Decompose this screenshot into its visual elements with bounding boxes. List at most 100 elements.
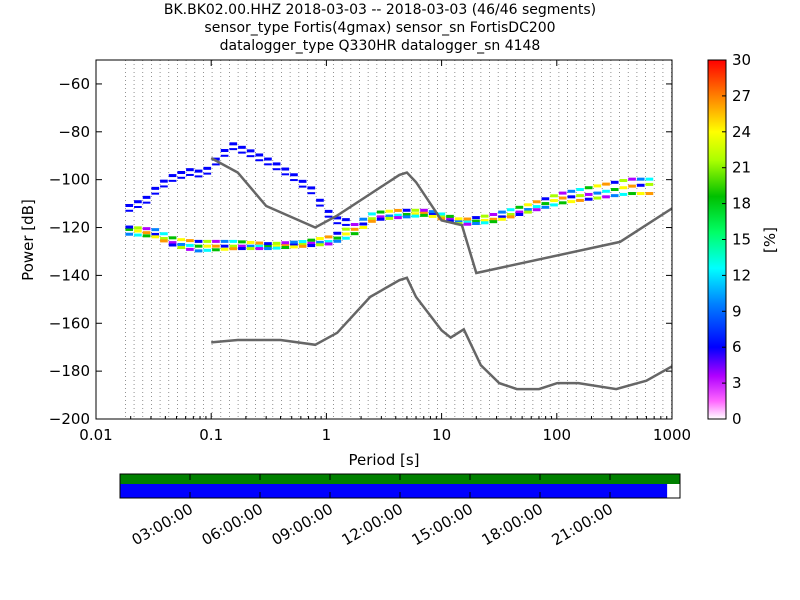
psd-cell [515, 212, 524, 216]
psd-cell [134, 205, 142, 208]
psd-cell [151, 192, 160, 195]
psd-cell [151, 186, 160, 190]
psd-cell [203, 248, 212, 252]
y-tick-label: −100 [49, 171, 90, 189]
psd-cell [602, 189, 610, 193]
psd-cell [524, 210, 532, 214]
psd-cell [272, 241, 281, 245]
psd-cell [324, 215, 333, 218]
psd-cell [454, 219, 463, 223]
psd-cell [177, 242, 186, 246]
psd-cell [602, 182, 610, 186]
psd-cell [316, 204, 324, 207]
psd-cell [558, 191, 567, 195]
psd-cell [125, 225, 134, 229]
psd-cell [160, 232, 168, 236]
psd-cell [186, 168, 194, 172]
psd-cell [368, 212, 376, 216]
psd-cell [480, 214, 489, 218]
psd-cell [541, 205, 550, 209]
psd-cell [480, 218, 489, 222]
psd-cell [333, 222, 342, 225]
psd-cell [203, 166, 212, 170]
time-tick-label: 15:00:00 [409, 500, 476, 549]
psd-cell [420, 213, 428, 217]
psd-cell [576, 188, 584, 192]
psd-cell [324, 242, 333, 246]
psd-cell [134, 200, 142, 204]
colorbar-tick-label: 21 [732, 159, 751, 177]
time-tick-label: 09:00:00 [269, 500, 336, 549]
psd-cell [160, 185, 168, 188]
psd-cell [619, 186, 628, 190]
psd-cell [290, 243, 298, 247]
y-axis-ticks: −60 −80 −100 −120 −140 −160 −180 −200 [49, 75, 672, 428]
psd-cell [576, 198, 584, 202]
chart-title-line-2: sensor_type Fortis(4gmax) sensor_sn Fort… [204, 20, 556, 36]
psd-cell [368, 219, 376, 223]
psd-cell [437, 212, 446, 216]
psd-cell [307, 186, 316, 190]
psd-cell [142, 231, 151, 235]
y-tick-label: −160 [49, 314, 90, 332]
psd-cell [541, 202, 550, 206]
psd-cell [506, 215, 515, 219]
psd-cell [125, 227, 134, 231]
psd-cell [350, 223, 359, 227]
x-tick-label: 10 [432, 426, 451, 444]
psd-cell [212, 239, 220, 243]
psd-cell [238, 244, 246, 248]
chart-title-line-3: datalogger_type Q330HR datalogger_sn 414… [219, 38, 541, 54]
colorbar-tick-label: 9 [732, 302, 742, 320]
psd-cell [298, 185, 307, 188]
psd-cell [446, 214, 454, 218]
psd-cell [186, 239, 194, 243]
psd-cell [177, 246, 186, 250]
psd-density [125, 142, 654, 253]
psd-cell [246, 247, 255, 251]
psd-cell [515, 210, 524, 214]
noise-model-curve [211, 276, 672, 391]
psd-cell [229, 239, 238, 243]
x-tick-label: 0.1 [199, 426, 223, 444]
psd-cell [593, 184, 602, 188]
psd-cell [168, 179, 177, 182]
psd-cell [333, 239, 342, 243]
psd-cell [264, 163, 272, 166]
psd-cell [125, 203, 134, 207]
psd-cell [298, 240, 307, 244]
noise-models [210, 157, 672, 391]
psd-cell [567, 189, 576, 193]
psd-cell [567, 195, 576, 199]
psd-cell [264, 242, 272, 246]
psd-cell [636, 177, 645, 181]
x-tick-label: 1 [322, 426, 332, 444]
psd-cell [402, 212, 411, 216]
psd-cell [584, 186, 593, 190]
psd-cell [385, 216, 394, 220]
psd-cell [307, 244, 316, 248]
psd-cell [532, 200, 541, 204]
psd-cell [350, 227, 359, 231]
psd-cell [177, 238, 186, 242]
psd-cell [506, 212, 515, 216]
psd-cell [229, 148, 238, 151]
psd-cell [298, 242, 307, 246]
psd-cell [420, 208, 428, 212]
x-tick-label: 1000 [653, 426, 691, 444]
colorbar-tick-label: 27 [732, 87, 751, 105]
psd-cell [489, 220, 498, 224]
psd-cell [480, 221, 489, 225]
psd-cell [333, 236, 342, 240]
psd-cell [264, 247, 272, 251]
psd-cell [220, 247, 229, 251]
psd-cell [212, 157, 220, 161]
psd-cell [142, 234, 151, 238]
psd-cell [203, 172, 212, 175]
y-tick-label: −140 [49, 266, 90, 284]
x-axis-label: Period [s] [348, 451, 419, 469]
psd-cell [498, 215, 506, 219]
psd-cell [428, 210, 437, 214]
psd-cell [628, 192, 636, 196]
colorbar-tick-label: 24 [732, 123, 751, 141]
